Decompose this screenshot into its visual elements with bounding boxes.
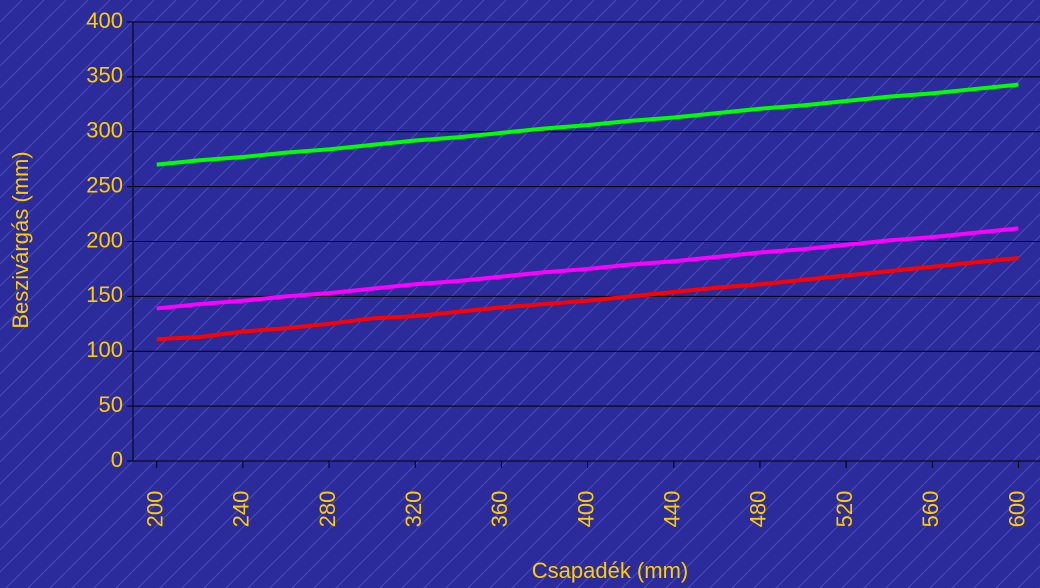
y-tick-label: 0 xyxy=(111,447,123,472)
y-tick-label: 300 xyxy=(86,118,123,143)
y-tick-label: 150 xyxy=(86,282,123,307)
x-tick-label: 200 xyxy=(143,491,168,528)
y-tick-label: 350 xyxy=(86,63,123,88)
x-tick-label: 520 xyxy=(832,491,857,528)
y-axis-label: Beszivárgás (mm) xyxy=(8,151,33,328)
data-line xyxy=(156,255,1019,342)
x-axis-label: Csapadék (mm) xyxy=(532,558,688,583)
x-tick-label: 320 xyxy=(401,491,426,528)
x-tick-label: 440 xyxy=(660,491,685,528)
data-line xyxy=(156,82,1019,167)
y-tick-label: 100 xyxy=(86,337,123,362)
x-tick-label: 240 xyxy=(229,491,254,528)
x-tick-label: 360 xyxy=(487,491,512,528)
y-tick-label: 200 xyxy=(86,227,123,252)
x-tick-label: 400 xyxy=(573,491,598,528)
x-tick-label: 600 xyxy=(1004,491,1029,528)
x-tick-label: 560 xyxy=(918,491,943,528)
y-tick-label: 400 xyxy=(86,8,123,33)
y-tick-label: 250 xyxy=(86,172,123,197)
data-line xyxy=(156,226,1019,311)
x-tick-label: 480 xyxy=(746,491,771,528)
x-tick-label: 280 xyxy=(315,491,340,528)
y-tick-label: 50 xyxy=(99,392,123,417)
